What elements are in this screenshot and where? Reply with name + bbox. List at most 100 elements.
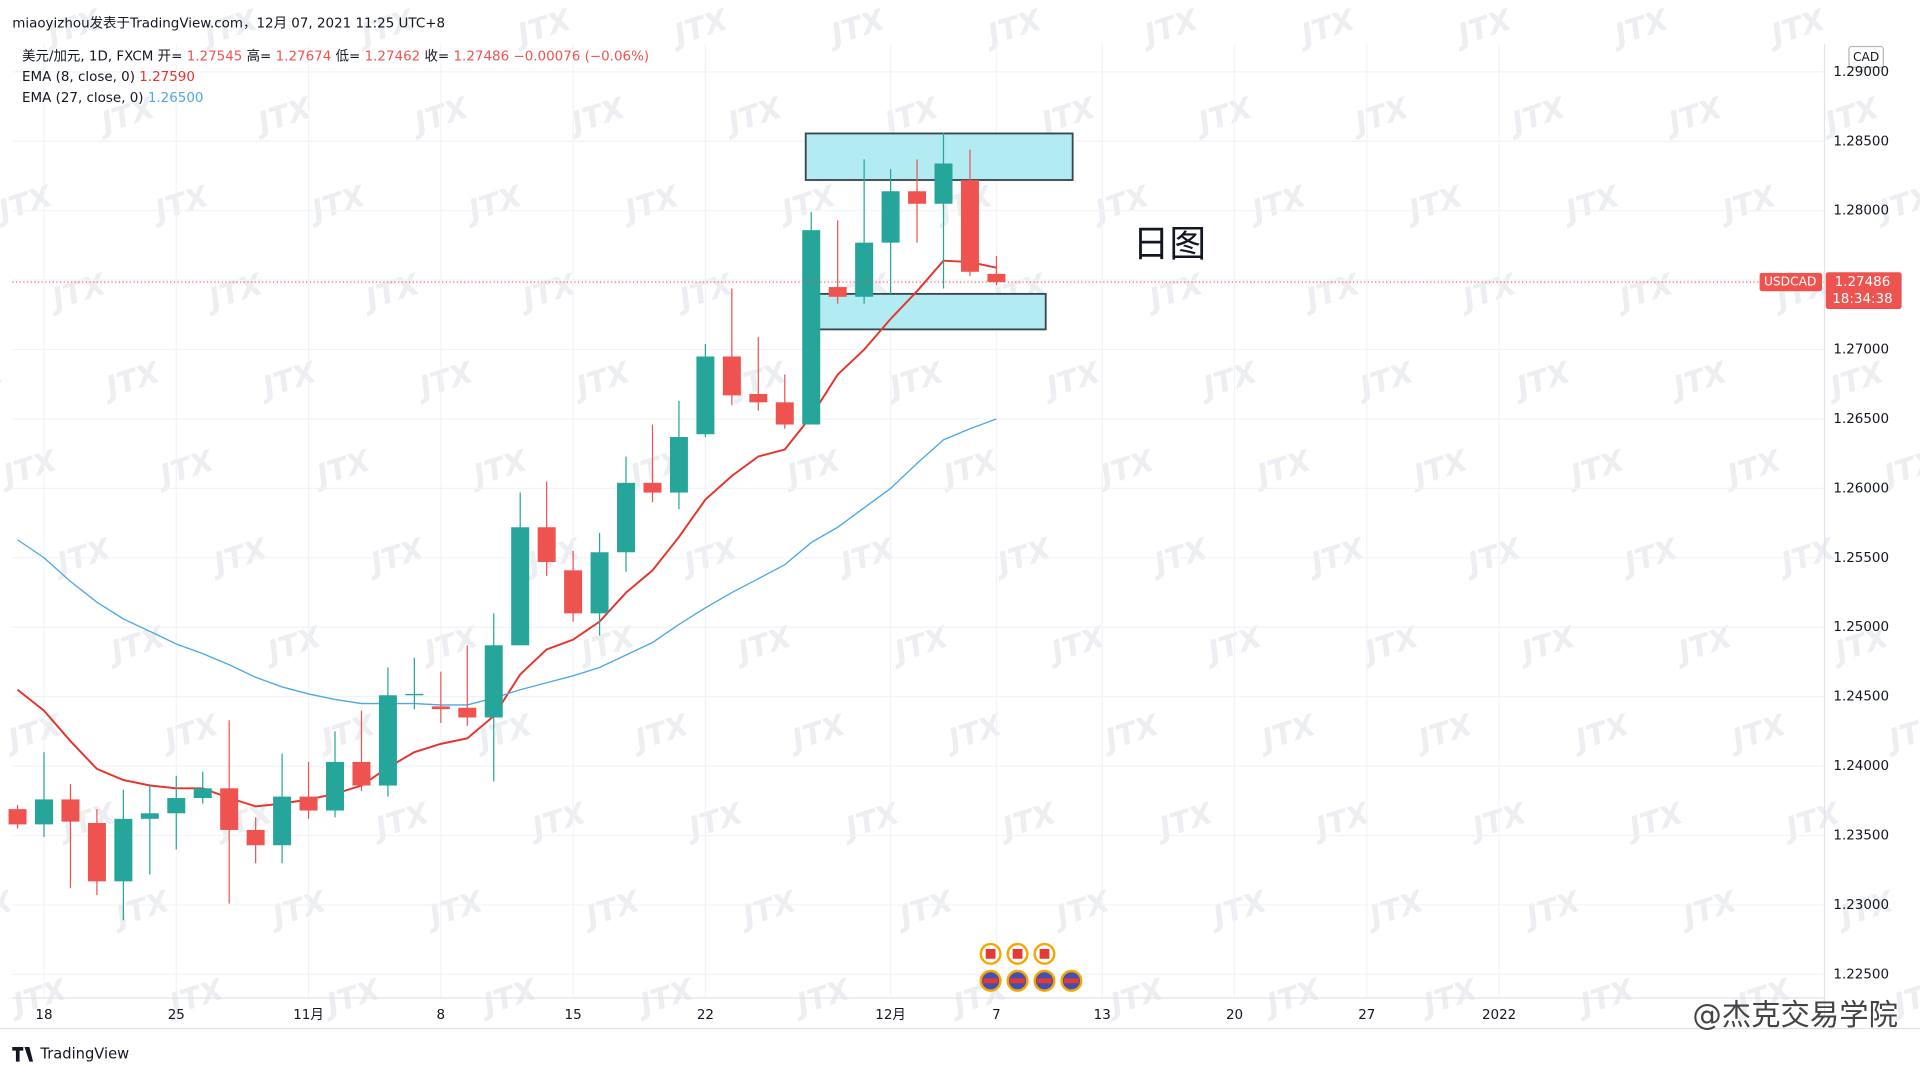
watermark-tile: JTX [1410, 707, 1478, 758]
watermark-tile: JTX [1204, 884, 1272, 935]
ema-line [17, 418, 997, 706]
candle-body [960, 180, 979, 272]
watermark-tile: JTX [0, 355, 8, 406]
brand[interactable]: TradingView [39, 1045, 129, 1062]
watermark-tile: JTX [1763, 2, 1831, 53]
candle-body [722, 356, 741, 396]
symbol-label-bg [1759, 272, 1823, 292]
author-watermark: @杰克交易学院 [1692, 998, 1898, 1032]
watermark-tile: JTX [994, 796, 1062, 847]
watermark-tile: JTX [680, 796, 748, 847]
watermark-tile: JTX [1194, 355, 1262, 406]
candle-body [431, 706, 450, 710]
candle-body [299, 796, 318, 811]
watermark-tile: JTX [1454, 267, 1522, 318]
watermark-tile: JTX [778, 443, 846, 494]
legend-row: EMA (27, close, 0) 1.26500 [22, 91, 203, 106]
watermark-tile: JTX [822, 2, 890, 53]
plot [8, 132, 1825, 921]
candle-body [167, 798, 186, 814]
watermark-tile: JTX [421, 884, 489, 935]
price-label: 1.27486 [1835, 275, 1891, 290]
x-tick-label: 22 [697, 1008, 714, 1023]
legend-value: 1.27590 [139, 70, 195, 85]
ema-line [16, 259, 997, 808]
watermark-tile: JTX [264, 884, 332, 935]
symbol-label: USDCAD [1764, 275, 1816, 289]
watermark-tile: JTX [1248, 443, 1316, 494]
watermark-tile: JTX [935, 443, 1003, 494]
legend-entry: EMA (27, close, 0) [22, 91, 144, 106]
watermark-tile: JTX [1621, 796, 1689, 847]
x-tick-label: 13 [1094, 1008, 1111, 1023]
legend-row: EMA (8, close, 0) 1.27590 [22, 70, 195, 85]
candle-body [881, 191, 900, 243]
candle-body [246, 829, 265, 846]
watermark-tile: JTX [1307, 796, 1375, 847]
watermark-tile: JTX [1674, 884, 1742, 935]
watermark-tile: JTX [523, 796, 591, 847]
currency: CAD [1853, 50, 1879, 64]
watermark-tile: JTX [1518, 884, 1586, 935]
change: −0.00076 (−0.06%) [513, 49, 649, 64]
watermark-tile: JTX [1292, 2, 1360, 53]
y-tick-label: 1.24000 [1833, 759, 1889, 774]
x-tick-label: 15 [565, 1008, 582, 1023]
x-tick-label: 11月 [293, 1008, 324, 1023]
watermark-tile: JTX [1145, 531, 1213, 582]
watermark-tile: JTX [675, 531, 743, 582]
watermark-tile: JTX [1361, 884, 1429, 935]
candle-body [696, 356, 715, 435]
watermark-tile: JTX [151, 443, 219, 494]
watermark-tile: JTX [1459, 531, 1527, 582]
candle-body [855, 242, 874, 297]
watermark-tile: JTX [1253, 707, 1321, 758]
candle-body [802, 230, 821, 425]
watermark-tile: JTX [1038, 355, 1106, 406]
ohlc-label: 低= [336, 48, 361, 64]
watermark-tile: JTX [1880, 707, 1920, 758]
header: miaoyizhou发表于TradingView.com，12月 07, 202… [12, 15, 445, 31]
watermark-tile: JTX [1660, 90, 1728, 141]
y-tick-label: 1.23500 [1833, 829, 1889, 844]
watermark-tile: JTX [1302, 531, 1370, 582]
watermark-tile: JTX [200, 267, 268, 318]
watermark-tile: JTX [577, 884, 645, 935]
x-tick-label: 2022 [1482, 1008, 1516, 1023]
currency-box [1848, 45, 1884, 68]
watermark-tile: JTX [734, 884, 802, 935]
watermark-tile: JTX [0, 707, 67, 758]
candle-body [8, 809, 27, 825]
watermark-tile: JTX [1346, 90, 1414, 141]
watermark-tile: JTX [470, 707, 538, 758]
watermark-tile: JTX [1400, 178, 1468, 229]
x-tick-label: 18 [35, 1008, 52, 1023]
candle-body [484, 645, 503, 718]
watermark-tile: JTX [460, 178, 528, 229]
zone-box [813, 292, 1047, 331]
watermark-tile: JTX [626, 707, 694, 758]
candle-body [617, 482, 636, 553]
candle-body [643, 482, 662, 493]
watermark-tile: JTX [1150, 796, 1218, 847]
candle-body [590, 552, 609, 614]
watermark-tile: JTX [97, 355, 165, 406]
watermark-tile: JTX [0, 443, 62, 494]
watermark-tile: JTX [1141, 267, 1209, 318]
watermark-tile: JTX [1405, 443, 1473, 494]
watermark-tile: JTX [303, 178, 371, 229]
ohlc-label: 收= [424, 48, 449, 64]
watermark-tile: JTX [891, 884, 959, 935]
y-tick-label: 1.25000 [1833, 620, 1889, 635]
candle-body [140, 813, 159, 819]
watermark-tile: JTX [989, 531, 1057, 582]
countdown-label: 18:34:38 [1832, 292, 1892, 307]
watermark-tile: JTX [249, 90, 317, 141]
watermark-tile: JTX [670, 267, 738, 318]
y-tick-label: 1.23000 [1833, 898, 1889, 913]
watermark-tile: JTX [406, 90, 474, 141]
watermark-tile: JTX [1714, 178, 1782, 229]
legend: 美元/加元, 1D, FXCM 开= 1.27545 高= 1.27674 低=… [22, 47, 649, 106]
y-tick-label: 1.28000 [1833, 204, 1889, 219]
